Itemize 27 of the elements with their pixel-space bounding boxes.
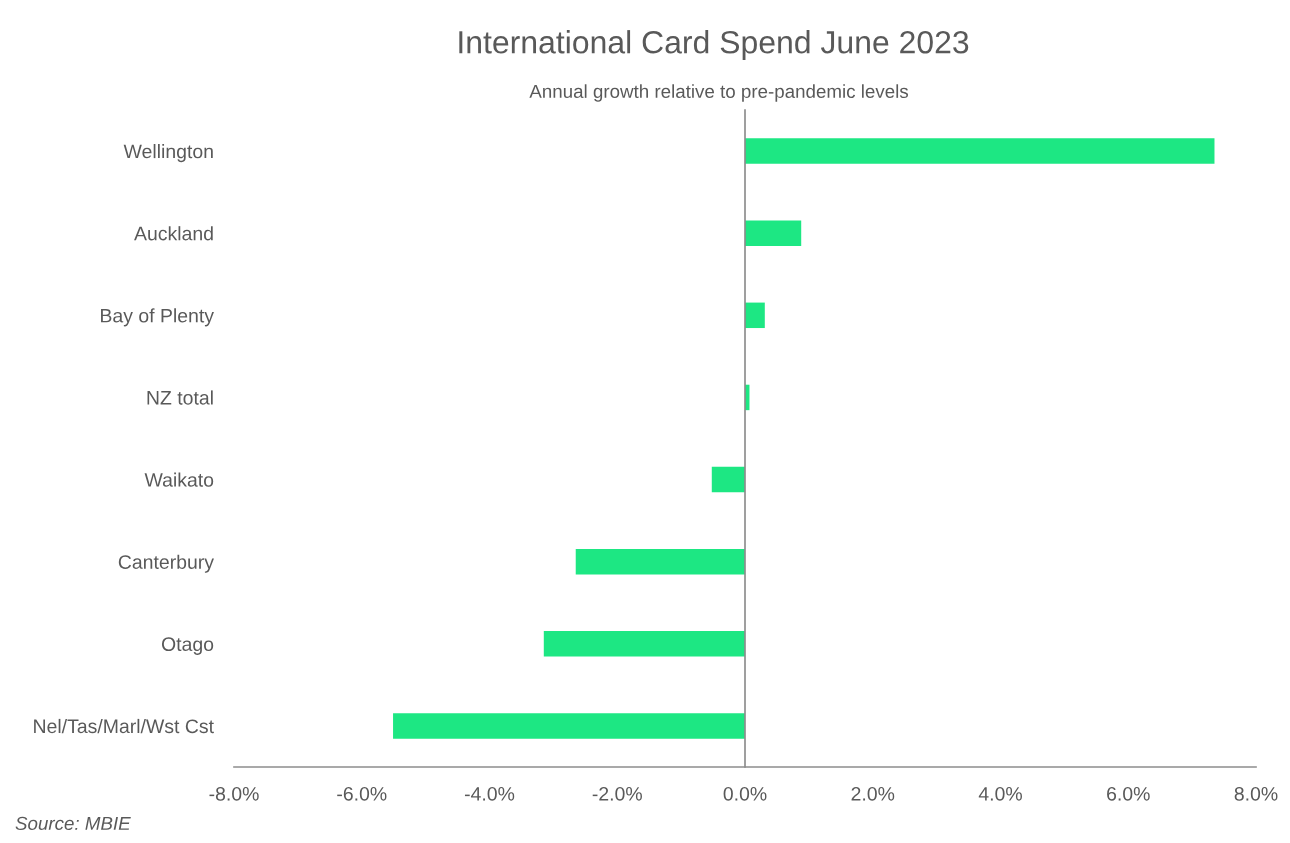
- x-tick-label: 2.0%: [851, 786, 895, 801]
- y-tick-label: Bay of Plenty: [101, 308, 214, 327]
- y-tick-label: Wellington: [123, 144, 213, 163]
- x-tick-label: -8.0%: [209, 786, 259, 801]
- x-tick-label: 8.0%: [1234, 786, 1278, 801]
- chart-title: International Card Spend June 2023: [459, 30, 969, 60]
- bar: [745, 302, 765, 329]
- x-tick-label: -6.0%: [337, 786, 387, 801]
- bar: [575, 548, 745, 575]
- source-note: Source: MBIE: [15, 816, 131, 831]
- bar: [745, 138, 1215, 164]
- y-tick-label: NZ total: [147, 390, 213, 405]
- y-tick-label: Canterbury: [118, 554, 214, 573]
- bar: [393, 713, 745, 739]
- x-tick-label: 4.0%: [978, 786, 1022, 801]
- x-tick-label: 6.0%: [1107, 786, 1150, 801]
- y-tick-label: Otago: [161, 637, 214, 655]
- x-tick-label: -2.0%: [592, 786, 642, 801]
- bar: [745, 220, 802, 246]
- y-tick-label: Waikato: [144, 472, 214, 487]
- x-tick-label: -4.0%: [464, 786, 515, 801]
- x-tick-label: 0.0%: [723, 786, 767, 801]
- bar: [543, 631, 745, 657]
- bar: [711, 466, 745, 493]
- chart-subtitle: Annual growth relative to pre-pandemic levels: [529, 84, 909, 102]
- y-tick-label: Nel/Tas/Marl/Wst Cst: [34, 718, 214, 734]
- y-tick-label: Auckland: [134, 226, 213, 241]
